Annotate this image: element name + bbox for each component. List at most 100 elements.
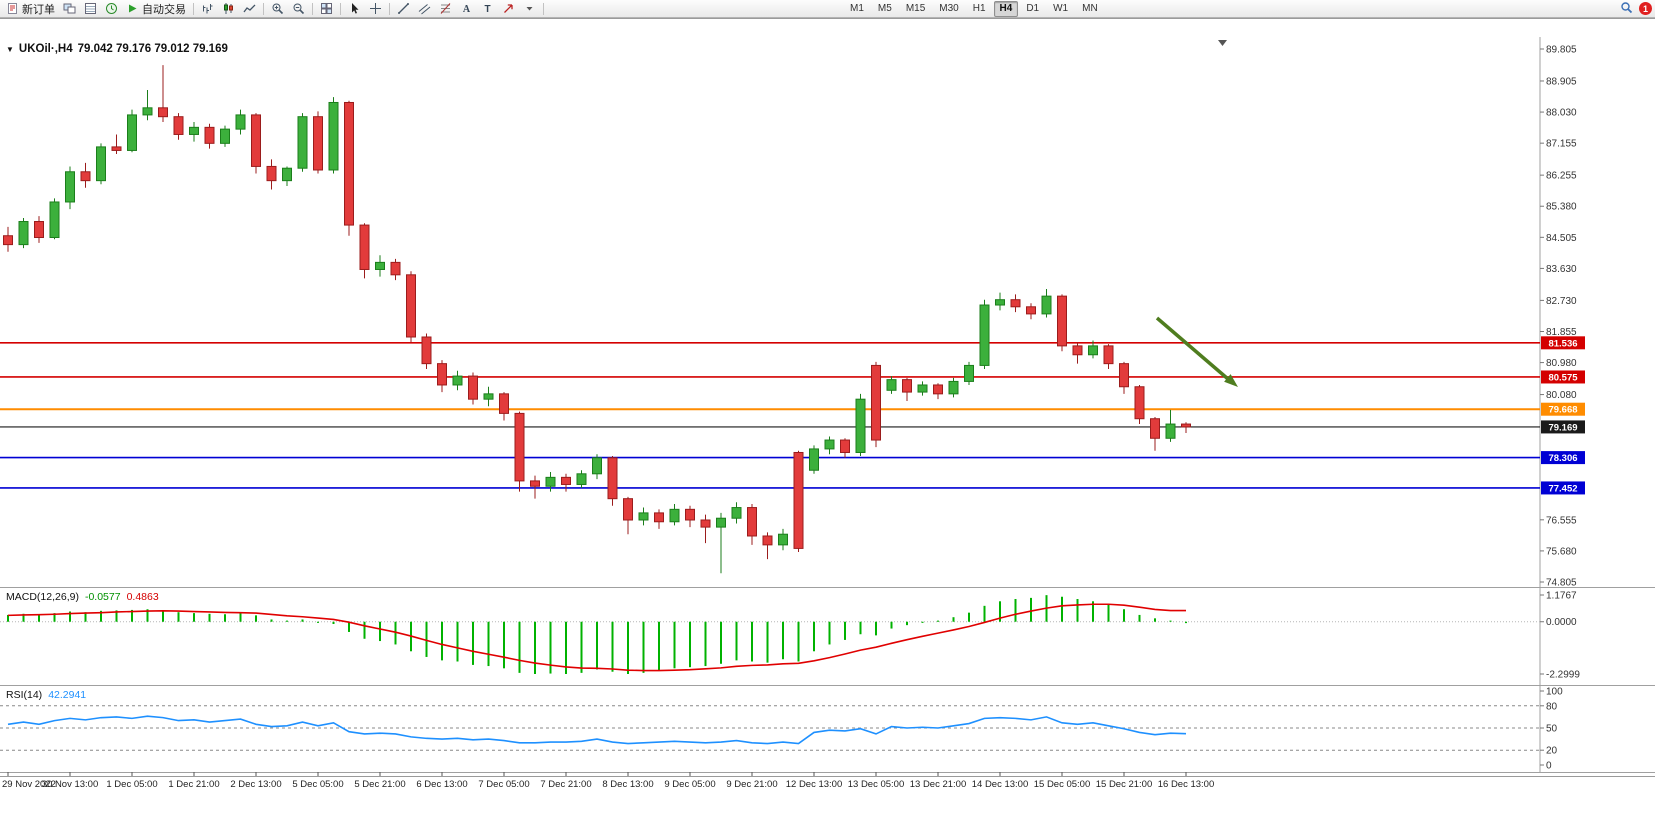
timeframe-button-W1[interactable]: W1 [1053,3,1069,14]
toolbar-separator [312,2,313,15]
price-level-value: 80.575 [1548,372,1578,383]
candle [406,271,416,343]
price-level-box [1541,336,1585,350]
crosshair-icon [369,2,382,15]
candle [34,216,44,243]
trend-arrow-annotation[interactable] [1155,316,1238,387]
fibonacci-button[interactable] [435,0,456,17]
price-level-box [1541,451,1585,465]
macd-panel[interactable]: 1.1767 0.0000 -2.2999 [0,587,1655,685]
rsi-axis-label: 80 [1546,701,1558,712]
candle [173,113,184,140]
candle [437,360,447,393]
candle [638,507,649,526]
candle [995,292,1005,311]
timeframe-button-MN[interactable]: MN [1082,3,1098,14]
candle [1181,422,1191,433]
text-tool-icon: A [460,2,473,15]
candle [902,377,912,401]
candle [328,97,339,174]
timeframe-button-D1[interactable]: D1 [1026,3,1040,14]
market-watch-button[interactable] [101,0,122,17]
candle [359,223,370,279]
macd-axis-label: -2.2999 [1546,670,1580,681]
chart-dropdown-icon[interactable]: ▼ [6,44,14,54]
timeframe-button-M5[interactable]: M5 [877,3,892,14]
label-tool-button[interactable]: T [477,0,498,17]
charts-window-button[interactable] [59,0,80,17]
rsi-panel[interactable]: 100 80 50 20 0 [0,685,1655,772]
main-chart[interactable]: 89.805 88.905 88.030 87.155 86.255 85.380 84.5… [0,37,1655,587]
ohlc-values: 79.042 79.176 79.012 79.169 [77,43,228,55]
timeframe-button-M15[interactable]: M15 [905,3,926,14]
search-icon[interactable] [1620,1,1633,17]
toolbar: 新订单 自动交易 A T M1 M5 M15 M30 H1 H4 D1 W1 MN 1 [0,0,1655,18]
candle [576,470,587,489]
timeframe-button-H1[interactable]: H1 [972,3,986,14]
price-axis-label: 87.155 [1546,139,1577,150]
price-axis-label: 80.980 [1546,358,1577,369]
price-axis-label: 85.380 [1546,202,1577,213]
svg-text:A: A [463,4,471,15]
dropdown-caret-button[interactable] [519,0,540,17]
chart-shift-marker-icon[interactable] [1218,40,1227,46]
macd-axis-label: 0.0000 [1546,617,1577,628]
toolbar-separator [340,2,341,15]
text-tool-button[interactable]: A [456,0,477,17]
candle [623,496,633,535]
bar-chart-button[interactable] [197,0,218,17]
price-axis-label: 84.505 [1546,233,1577,244]
toolbar-separator [543,2,544,15]
symbol-period-label: UKOil·,H4 [18,43,73,55]
candle [871,361,881,448]
candle [65,166,75,210]
channel-button[interactable] [414,0,435,17]
candle [3,226,13,252]
trendline-icon [397,2,410,15]
arrow-tool-button[interactable] [498,0,519,17]
candle [917,381,928,396]
candle [344,100,354,236]
macd-main-value: -0.0577 [84,591,121,603]
candle [1088,340,1098,359]
zoom-in-button[interactable] [267,0,288,17]
candle [297,113,308,172]
autotrading-play-button[interactable]: 自动交易 [122,0,190,17]
notification-badge[interactable]: 1 [1639,2,1652,15]
rsi-axis-label: 20 [1546,746,1558,757]
tile-windows-button[interactable] [316,0,337,17]
candle [483,386,494,407]
trendline-button[interactable] [393,0,414,17]
timeframe-button-M1[interactable]: M1 [850,3,864,14]
candle [855,393,866,457]
time-axis-label: 2 Dec 13:00 [230,779,281,790]
candle [933,383,943,400]
candle [49,198,60,240]
candle [390,258,401,281]
rsi-axis-label: 0 [1546,761,1552,772]
toolbar-separator [193,2,194,15]
price-axis-label: 88.905 [1546,76,1577,87]
new-order-button[interactable]: 新订单 [2,0,59,17]
chart-title: ▼ UKOil·,H4 79.042 79.176 79.012 79.169 [6,43,228,55]
candle [514,411,525,492]
candle [886,376,897,394]
timeframe-button-M30[interactable]: M30 [939,3,959,14]
time-axis-label: 5 Dec 21:00 [354,779,405,790]
time-axis-label: 8 Dec 13:00 [602,779,653,790]
candle [654,509,664,529]
candle [669,504,680,526]
candlestick-chart-button[interactable] [218,0,239,17]
cursor-button[interactable] [344,0,365,17]
price-axis-label: 80.080 [1546,390,1577,401]
profiles-button[interactable] [80,0,101,17]
crosshair-button[interactable] [365,0,386,17]
timeframe-button-H4[interactable]: H4 [993,0,1019,17]
line-chart-button[interactable] [239,0,260,17]
bar-chart-icon [201,2,214,15]
candle [1010,294,1021,313]
zoom-out-button[interactable] [288,0,309,17]
candle [731,502,742,524]
time-axis-label: 6 Dec 13:00 [416,779,467,790]
